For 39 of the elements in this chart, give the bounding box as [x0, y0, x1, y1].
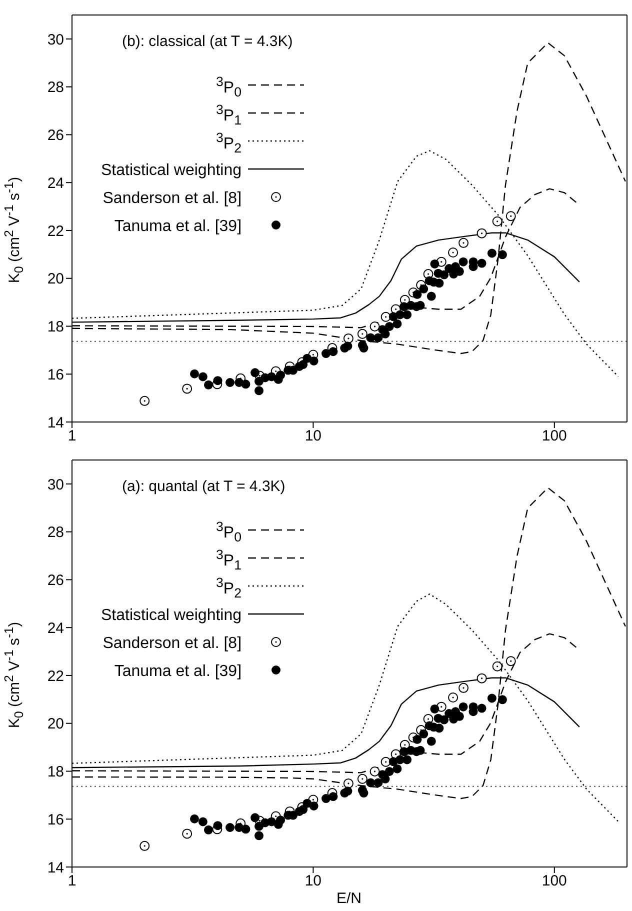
- y-tick-label: 14: [47, 414, 64, 432]
- legend-label: Sanderson et al. [8]: [102, 634, 243, 654]
- y-tick-label: 20: [47, 270, 64, 288]
- y-tick-label: 16: [47, 811, 64, 828]
- x-tick-label: 100: [542, 428, 567, 445]
- y-tick-label: 24: [47, 174, 64, 192]
- y-tick-label: 22: [47, 222, 64, 240]
- y-tick-label: 28: [47, 79, 64, 96]
- legend-label: $^{3}$P$_{2}$: [215, 129, 243, 157]
- x-tick-label: 100: [542, 872, 567, 890]
- legend-label: $^{3}$P$_{0}$: [215, 518, 243, 546]
- legend-label: $^{3}$P$_{1}$: [215, 101, 243, 129]
- y-tick-label: 30: [47, 476, 64, 494]
- legend-label: Sanderson et al. [8]: [102, 189, 243, 209]
- y-tick-label: 24: [47, 620, 64, 637]
- x-tick-label: 1: [68, 428, 76, 445]
- y-tick-label: 30: [47, 31, 64, 48]
- y-tick-label: 16: [47, 366, 64, 384]
- y-tick-label: 28: [47, 524, 64, 542]
- x-axis-title: E/N: [335, 890, 362, 907]
- x-tick-label: 10: [304, 872, 322, 890]
- legend-label: $^{3}$P$_{2}$: [215, 574, 243, 602]
- y-tick-label: 18: [47, 318, 64, 336]
- y-tick-label: 26: [47, 572, 64, 590]
- text: (a): quantal (at T = 4.3K): [122, 478, 286, 495]
- y-tick-label: 18: [47, 764, 64, 781]
- x-tick-label: 1: [68, 872, 76, 890]
- legend-label: $^{3}$P$_{0}$: [215, 73, 243, 101]
- y-tick-label: 26: [47, 127, 64, 144]
- y-tick-label: 14: [47, 859, 64, 876]
- legend-label: $^{3}$P$_{1}$: [215, 546, 243, 574]
- x-tick-label: 10: [304, 428, 322, 445]
- legend-label: Statistical weighting: [100, 161, 243, 181]
- legend-label: Statistical weighting: [100, 606, 243, 626]
- y-tick-label: 20: [47, 716, 64, 733]
- y-tick-label: 22: [47, 668, 64, 685]
- legend-label: Tanuma et al. [39]: [113, 662, 243, 682]
- text: (b): classical (at T = 4.3K): [122, 33, 293, 50]
- legend-label: Tanuma et al. [39]: [113, 217, 243, 237]
